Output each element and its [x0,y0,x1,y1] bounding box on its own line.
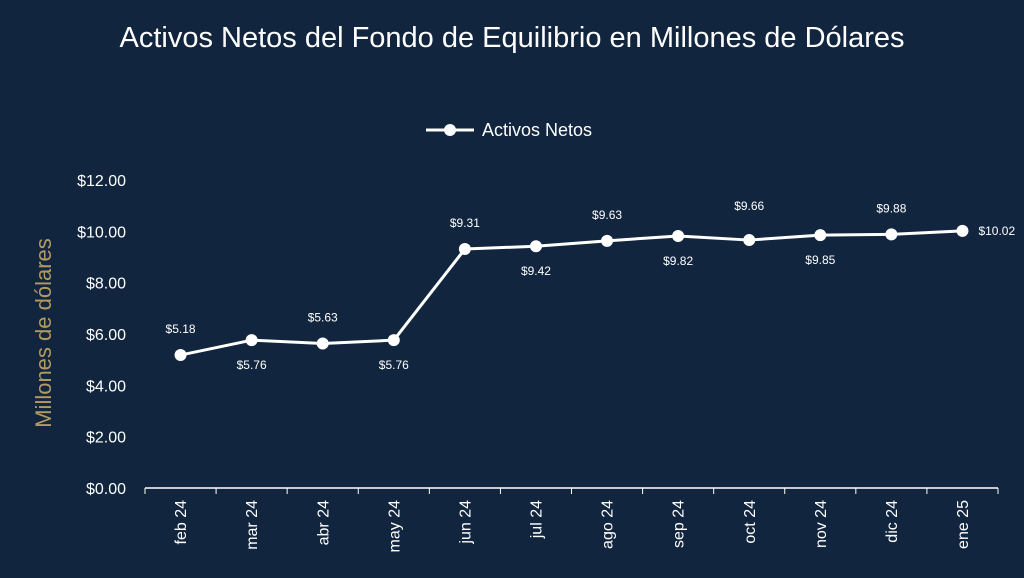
data-label: $5.76 [379,358,409,372]
x-tick-label: ene 25 [955,500,972,549]
legend-label: Activos Netos [482,119,593,140]
data-point [814,229,827,242]
data-point [316,337,329,350]
x-tick-label: jul 24 [529,500,546,539]
y-tick-label: $8.00 [86,276,126,293]
data-label: $9.63 [592,208,622,222]
x-tick-label: dic 24 [884,500,901,543]
data-label: $5.18 [166,322,196,336]
data-label: $9.42 [521,264,551,278]
y-tick-label: $12.00 [77,173,126,190]
x-tick-label: ago 24 [600,500,617,549]
x-tick-label: nov 24 [813,500,830,548]
chart-title: Activos Netos del Fondo de Equilibrio en… [119,22,905,54]
data-label: $9.88 [876,201,906,215]
data-point [387,334,400,347]
y-tick-label: $0.00 [86,481,126,498]
y-tick-label: $10.00 [77,224,126,241]
x-tick-label: mar 24 [244,500,261,550]
data-label: $9.66 [734,199,764,213]
series-line [180,229,963,357]
y-tick-label: $2.00 [86,430,126,447]
data-point [174,349,187,362]
data-point [743,234,756,247]
x-tick-label: jun 24 [457,500,474,545]
data-label: $5.63 [308,310,338,324]
data-label: $5.76 [237,358,267,372]
data-point [458,243,471,256]
chart-legend: Activos Netos [424,118,592,142]
data-point [245,334,258,347]
legend-line-marker-icon [426,124,474,136]
data-point [601,234,614,247]
x-tick-label: may 24 [386,500,403,553]
y-tick-label: $6.00 [86,327,126,344]
y-tick-label: $4.00 [86,378,126,395]
data-point [672,229,685,242]
x-tick-label: oct 24 [742,500,759,544]
data-point [956,224,969,237]
data-label: $9.82 [663,254,693,268]
data-point [529,240,542,253]
data-label: $10.02 [978,224,1015,238]
x-tick-label: abr 24 [315,500,332,545]
data-point [885,228,898,241]
x-tick-label: sep 24 [671,500,688,548]
x-tick-label: feb 24 [173,500,190,545]
data-label: $9.31 [450,216,480,230]
data-label: $9.85 [805,253,835,267]
